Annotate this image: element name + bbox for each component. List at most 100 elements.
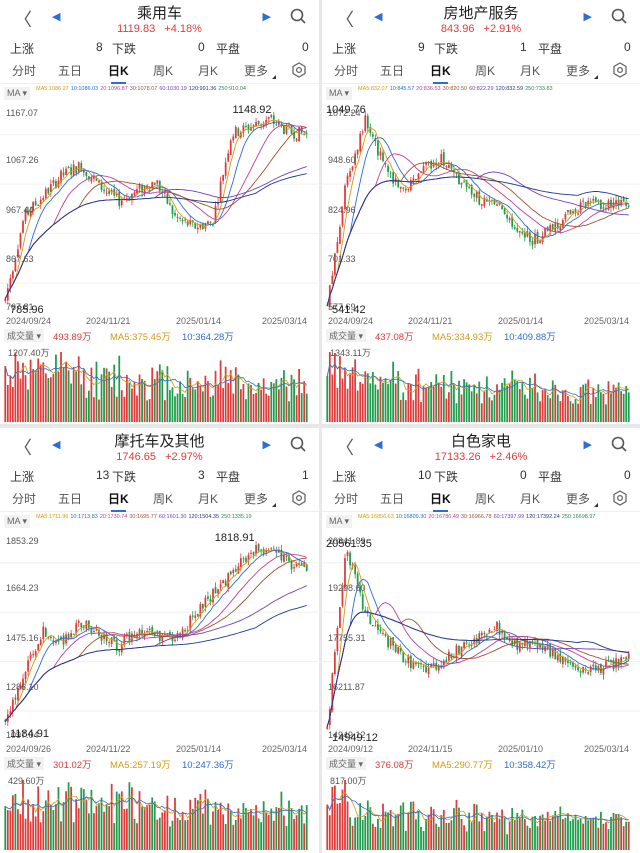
tab-five-day[interactable]: 五日 xyxy=(380,492,405,506)
tab-five-day[interactable]: 五日 xyxy=(58,492,83,506)
volume-bar xyxy=(29,821,32,850)
ma-selector[interactable]: MA ▾ xyxy=(326,87,353,100)
candle-body xyxy=(153,632,156,636)
candle-body xyxy=(283,554,285,562)
volume-selector[interactable]: 成交量 ▾ xyxy=(326,329,367,342)
volume-bar xyxy=(341,378,344,422)
change-percent: +4.18% xyxy=(164,23,202,35)
gear-icon[interactable] xyxy=(291,62,307,78)
prev-stock-icon[interactable]: ◀ xyxy=(52,439,61,451)
tab-weekly-k[interactable]: 周K xyxy=(153,492,174,506)
gear-icon[interactable] xyxy=(291,490,307,506)
volume-bar xyxy=(521,383,524,422)
volume-bar xyxy=(442,374,445,422)
gear-icon[interactable] xyxy=(612,62,628,78)
kline-chart[interactable] xyxy=(322,532,640,755)
ma-selector[interactable]: MA ▾ xyxy=(326,515,353,528)
tab-more[interactable]: 更多 xyxy=(244,64,277,79)
next-stock-icon[interactable]: ▶ xyxy=(583,439,592,451)
kline-chart[interactable] xyxy=(0,532,318,755)
volume-selector[interactable]: 成交量 ▾ xyxy=(4,757,45,770)
volume-bar xyxy=(387,812,389,850)
tab-more[interactable]: 更多 xyxy=(566,64,599,79)
ma-selector[interactable]: MA ▾ xyxy=(4,515,31,528)
tab-daily-k[interactable]: 日K xyxy=(430,64,451,84)
candle-body xyxy=(551,649,554,657)
volume-bar xyxy=(176,817,179,850)
volume-selector[interactable]: 成交量 ▾ xyxy=(326,757,367,770)
volume-selector[interactable]: 成交量 ▾ xyxy=(4,329,45,342)
chevron-left-icon[interactable]: 〈 xyxy=(336,438,354,458)
tab-monthly-k[interactable]: 月K xyxy=(198,64,219,78)
volume-bar xyxy=(148,804,151,850)
ma-value-ma10: 10:1086.03 xyxy=(70,86,99,92)
tab-monthly-k[interactable]: 月K xyxy=(520,64,541,78)
chevron-left-icon[interactable]: 〈 xyxy=(336,10,354,30)
volume-bar xyxy=(232,393,235,422)
volume-bar xyxy=(574,399,577,422)
tab-intraday[interactable]: 分时 xyxy=(334,492,359,506)
volume-bar xyxy=(331,374,334,422)
candle-body xyxy=(250,552,252,554)
prev-stock-icon[interactable]: ◀ xyxy=(374,11,383,23)
tab-weekly-k[interactable]: 周K xyxy=(475,64,496,78)
search-icon[interactable] xyxy=(610,7,628,25)
volume-bar xyxy=(622,393,625,422)
chevron-left-icon[interactable]: 〈 xyxy=(14,10,32,30)
volume-value: 493.89万 xyxy=(53,332,92,343)
prev-stock-icon[interactable]: ◀ xyxy=(374,439,383,451)
candle-body xyxy=(561,219,564,228)
tab-daily-k[interactable]: 日K xyxy=(430,492,451,512)
down-count: 0 xyxy=(198,40,205,54)
ma-values: MA5:1086.27 10:1086.03 20:1096.87 30:1078.0… xyxy=(36,86,286,93)
volume-bar xyxy=(290,808,293,850)
search-icon[interactable] xyxy=(610,435,628,453)
volume-bar xyxy=(473,803,476,850)
tab-five-day[interactable]: 五日 xyxy=(380,64,405,78)
volume-bar xyxy=(336,803,339,850)
volume-bar xyxy=(610,393,612,422)
volume-bar xyxy=(108,371,111,422)
candle-body xyxy=(422,666,425,668)
search-icon[interactable] xyxy=(289,7,307,25)
prev-stock-icon[interactable]: ◀ xyxy=(52,11,61,23)
candle-body xyxy=(361,131,364,133)
tab-intraday[interactable]: 分时 xyxy=(12,492,37,506)
tab-weekly-k[interactable]: 周K xyxy=(475,492,496,506)
tab-five-day[interactable]: 五日 xyxy=(58,64,83,78)
search-icon[interactable] xyxy=(289,435,307,453)
tab-more[interactable]: 更多 xyxy=(244,492,277,507)
volume-bar xyxy=(351,367,354,422)
volume-bar xyxy=(518,389,521,422)
candle-body xyxy=(473,638,476,645)
kline-chart[interactable] xyxy=(0,104,318,327)
volume-bar xyxy=(209,396,212,422)
candle-body xyxy=(288,555,290,561)
gear-icon[interactable] xyxy=(612,490,628,506)
kline-chart[interactable] xyxy=(322,104,640,327)
volume-bar xyxy=(65,361,67,422)
volume-bar xyxy=(374,826,377,850)
tab-daily-k[interactable]: 日K xyxy=(108,492,129,512)
candle-body xyxy=(222,174,225,181)
tab-monthly-k[interactable]: 月K xyxy=(520,492,541,506)
candle-body xyxy=(257,120,260,124)
y-axis-label: 1853.29 xyxy=(6,536,39,546)
chevron-left-icon[interactable]: 〈 xyxy=(14,438,32,458)
next-stock-icon[interactable]: ▶ xyxy=(262,11,271,23)
volume-bar xyxy=(204,375,207,422)
candle-body xyxy=(285,555,288,557)
tab-intraday[interactable]: 分时 xyxy=(334,64,359,78)
next-stock-icon[interactable]: ▶ xyxy=(583,11,592,23)
volume-bar xyxy=(539,815,541,850)
next-stock-icon[interactable]: ▶ xyxy=(262,439,271,451)
volume-ma5: MA5:375.45万 xyxy=(110,332,171,343)
tab-more[interactable]: 更多 xyxy=(566,492,599,507)
tab-intraday[interactable]: 分时 xyxy=(12,64,37,78)
tab-weekly-k[interactable]: 周K xyxy=(153,64,174,78)
tab-daily-k[interactable]: 日K xyxy=(108,64,129,84)
tab-monthly-k[interactable]: 月K xyxy=(198,492,219,506)
volume-bar xyxy=(625,385,628,422)
ma-selector[interactable]: MA ▾ xyxy=(4,87,31,100)
candle-body xyxy=(463,642,465,649)
